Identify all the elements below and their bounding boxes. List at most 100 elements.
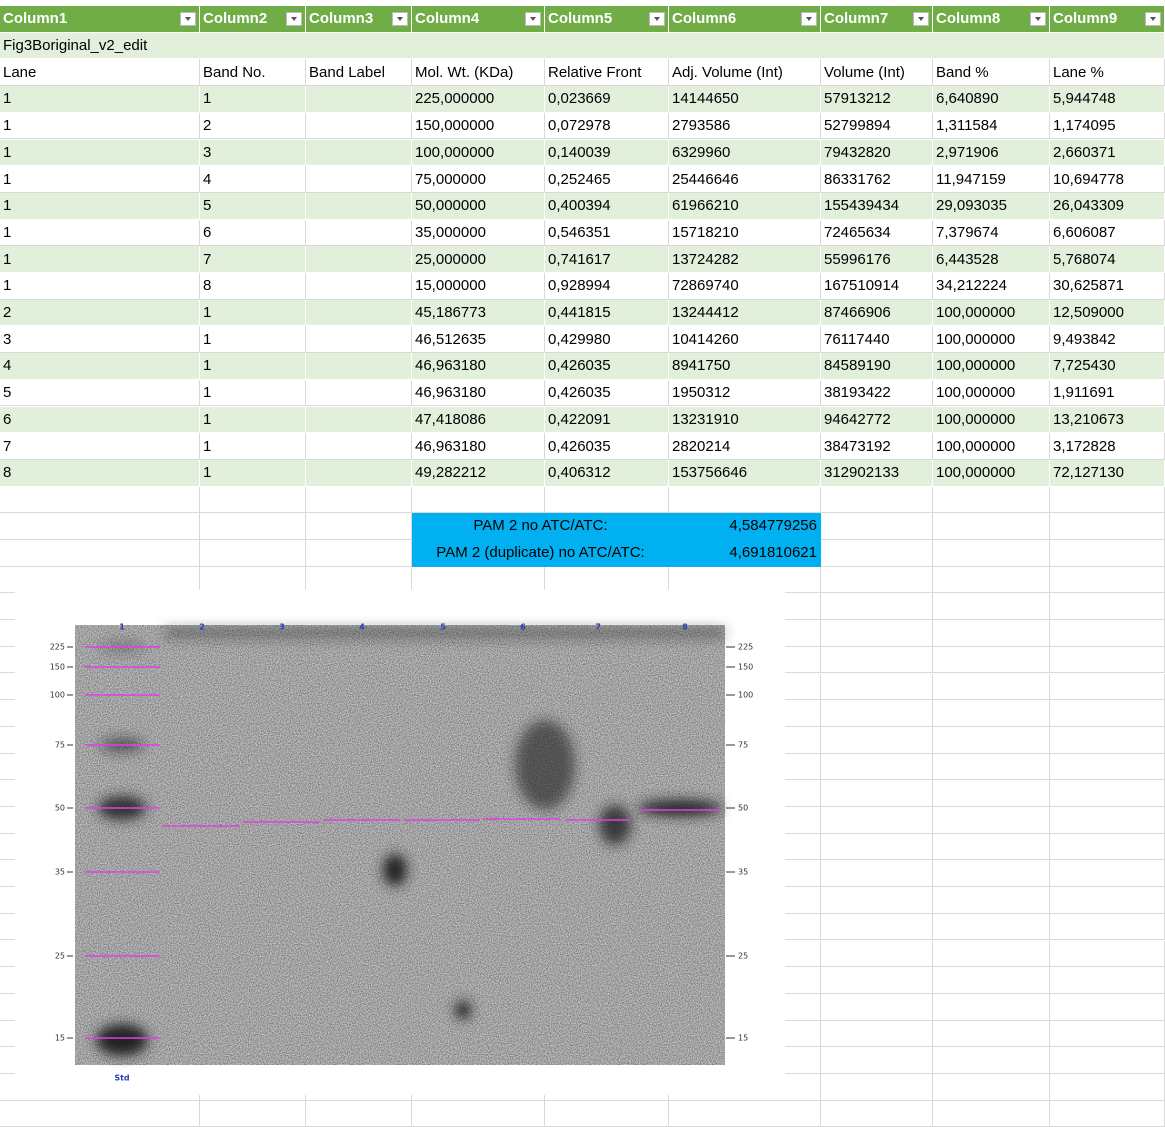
cell [306, 1101, 412, 1127]
cell [933, 1101, 1050, 1127]
cell-text: Column4 [415, 10, 479, 27]
cell-text: 7,725430 [1053, 357, 1116, 374]
column-header: Column4 [412, 6, 545, 33]
cell [1050, 994, 1165, 1021]
cell: 76117440 [821, 326, 933, 353]
cell: 13724282 [669, 246, 821, 273]
cell: Band Label [306, 59, 412, 86]
cell-text: 72465634 [824, 224, 891, 241]
cell: Mol. Wt. (KDa) [412, 59, 545, 86]
cell [0, 513, 200, 540]
cell-text: Column7 [824, 10, 888, 27]
cell-text: 1 [203, 384, 211, 401]
cell: 29,093035 [933, 193, 1050, 220]
cell [933, 887, 1050, 914]
cell-text: 72869740 [672, 277, 739, 294]
cell-text: 167510914 [824, 277, 899, 294]
filter-button[interactable] [392, 12, 408, 26]
cell [0, 540, 200, 567]
cell-text: 0,928994 [548, 277, 611, 294]
cell-text: 8 [203, 277, 211, 294]
cell [821, 593, 933, 620]
cell-text: 100,000000 [415, 144, 494, 161]
cell-text: Band % [936, 64, 989, 81]
filter-button[interactable] [1145, 12, 1161, 26]
cell: 150,000000 [412, 113, 545, 140]
cell: Adj. Volume (Int) [669, 59, 821, 86]
filter-button[interactable] [1030, 12, 1046, 26]
cell-text: 46,963180 [415, 384, 486, 401]
cell: 50,000000 [412, 193, 545, 220]
cell: 1 [0, 113, 200, 140]
cell: 52799894 [821, 113, 933, 140]
cell: 1 [200, 353, 306, 380]
cell: 10,694778 [1050, 166, 1165, 193]
cell-text: 55996176 [824, 251, 891, 268]
cell [821, 1047, 933, 1074]
cell-text: 6,443528 [936, 251, 999, 268]
cell-text: Column6 [672, 10, 736, 27]
cell: Relative Front [545, 59, 669, 86]
cell [821, 567, 933, 594]
cell-text: 45,186773 [415, 304, 486, 321]
cell: Band No. [200, 59, 306, 86]
cell: 225,000000 [412, 86, 545, 113]
cell [545, 487, 669, 514]
cell: 1 [0, 166, 200, 193]
cell-text: 4 [3, 357, 11, 374]
cell: 8 [200, 273, 306, 300]
cell: 46,963180 [412, 353, 545, 380]
cell-text: 8941750 [672, 357, 730, 374]
cell [933, 941, 1050, 968]
cell: 1 [200, 300, 306, 327]
cell [933, 780, 1050, 807]
cell: 167510914 [821, 273, 933, 300]
cell: 100,000000 [412, 140, 545, 167]
summary-label: PAM 2 no ATC/ATC: [412, 513, 669, 540]
cell [1050, 727, 1165, 754]
cell: 45,186773 [412, 300, 545, 327]
cell-text: 2 [3, 304, 11, 321]
filter-button[interactable] [180, 12, 196, 26]
cell: 1,174095 [1050, 113, 1165, 140]
cell [306, 113, 412, 140]
cell-text: Column8 [936, 10, 1000, 27]
filter-button[interactable] [649, 12, 665, 26]
cell-text: 1 [3, 251, 11, 268]
gel-label: 8 [682, 623, 688, 632]
cell: 5,944748 [1050, 86, 1165, 113]
cell [1050, 647, 1165, 674]
cell-text: 0,140039 [548, 144, 611, 161]
cell [933, 834, 1050, 861]
cell: 38193422 [821, 380, 933, 407]
cell-text: 1 [3, 144, 11, 161]
cell-text: 72,127130 [1053, 464, 1124, 481]
cell-text: 4 [203, 171, 211, 188]
filter-button[interactable] [913, 12, 929, 26]
cell: 0,422091 [545, 407, 669, 434]
filter-button[interactable] [286, 12, 302, 26]
cell-text: 100,000000 [936, 304, 1015, 321]
filter-button[interactable] [801, 12, 817, 26]
column-header: Column2 [200, 6, 306, 33]
cell [669, 1101, 821, 1127]
cell-text: 75,000000 [415, 171, 486, 188]
cell: 0,426035 [545, 353, 669, 380]
cell: 6,640890 [933, 86, 1050, 113]
cell-text: 153756646 [672, 464, 747, 481]
cell: 0,252465 [545, 166, 669, 193]
cell: 312902133 [821, 460, 933, 487]
cell-text: 50,000000 [415, 197, 486, 214]
cell [1050, 513, 1165, 540]
cell-text: 150,000000 [415, 117, 494, 134]
cell [306, 433, 412, 460]
cell-text: 13231910 [672, 411, 739, 428]
cell-text: 6329960 [672, 144, 730, 161]
cell: 57913212 [821, 86, 933, 113]
filter-button[interactable] [525, 12, 541, 26]
cell [1050, 887, 1165, 914]
cell [933, 567, 1050, 594]
cell: Lane % [1050, 59, 1165, 86]
cell-text: 1 [3, 171, 11, 188]
